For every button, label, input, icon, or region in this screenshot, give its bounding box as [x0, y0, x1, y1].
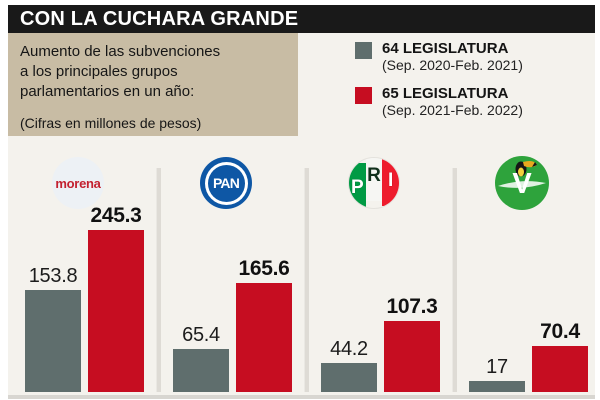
legend-label: 65 LEGISLATURA [382, 85, 509, 102]
bar-65-pan [236, 283, 292, 392]
group-morena: morena 153.8 245.3 [8, 33, 156, 399]
morena-wordmark: morena [55, 175, 101, 191]
units-note: (Cifras en millones de pesos) [20, 115, 202, 131]
verde-logo: V [494, 155, 550, 211]
bar-65-verde [532, 346, 588, 392]
pan-logo: PAN [200, 157, 252, 209]
value-label: 17 [486, 356, 508, 378]
bar-64-pri [321, 363, 377, 392]
subtitle-line: Aumento de las subvenciones [20, 43, 221, 60]
group-pri: P R I 44.2 107.3 [304, 33, 452, 399]
page-title: CON LA CUCHARA GRANDE [20, 8, 299, 30]
value-label: 107.3 [386, 295, 438, 318]
bar-64-morena [25, 290, 81, 392]
group-divider [452, 168, 457, 392]
group-divider [304, 168, 309, 392]
description-box: Aumento de las subvenciones a los princi… [8, 33, 298, 136]
value-label: 70.4 [540, 320, 580, 343]
subtitle-line: parlamentarios en un año: [20, 83, 195, 100]
morena-logo: morena [52, 157, 104, 209]
chart-panel: Aumento de las subvenciones a los princi… [8, 33, 595, 399]
value-label: 165.6 [238, 257, 290, 280]
legend-swatch-gray [355, 42, 372, 59]
bar-65-morena [88, 230, 144, 392]
pan-wordmark: PAN [212, 175, 240, 191]
bar-64-pan [173, 349, 229, 392]
group-divider [156, 168, 161, 392]
legend: 64 LEGISLATURA (Sep. 2020-Feb. 2021) 65 … [355, 41, 523, 131]
verde-wordmark: V [512, 168, 532, 200]
pri-logo: P R I [348, 157, 400, 209]
legend-period: (Sep. 2021-Feb. 2022) [382, 102, 523, 118]
value-label: 245.3 [90, 204, 142, 227]
toucan-icon [495, 156, 549, 210]
subtitle-line: a los principales grupos [20, 63, 178, 80]
legend-item-65: 65 LEGISLATURA (Sep. 2021-Feb. 2022) [355, 86, 523, 119]
bar-65-pri [384, 321, 440, 392]
title-bar: CON LA CUCHARA GRANDE [8, 5, 595, 33]
value-label: 153.8 [28, 265, 78, 287]
bar-64-verde [469, 381, 525, 392]
legend-swatch-red [355, 87, 372, 104]
legend-item-64: 64 LEGISLATURA (Sep. 2020-Feb. 2021) [355, 41, 523, 74]
value-label: 65.4 [182, 324, 220, 346]
value-label: 44.2 [330, 338, 368, 360]
legend-period: (Sep. 2020-Feb. 2021) [382, 57, 523, 73]
legend-label: 64 LEGISLATURA [382, 40, 509, 57]
baseline-strip [8, 395, 595, 399]
group-pan: PAN 65.4 165.6 [156, 33, 304, 399]
group-verde: V 17 70.4 [452, 33, 600, 399]
